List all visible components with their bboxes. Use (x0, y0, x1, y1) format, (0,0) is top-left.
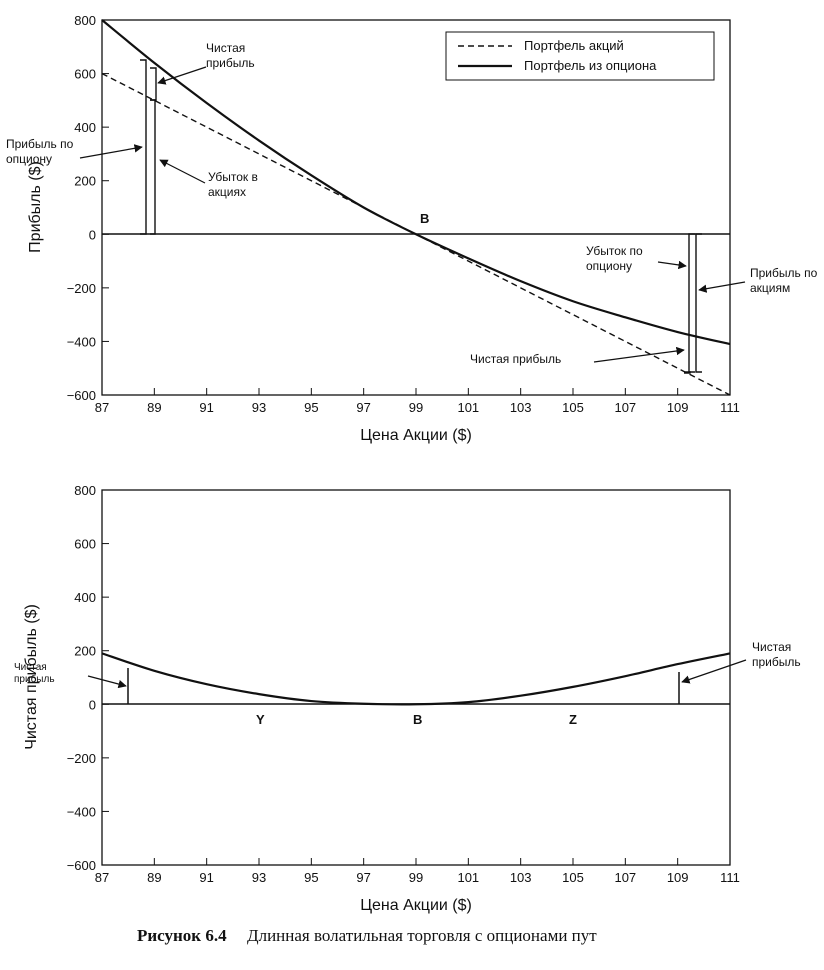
annotations-bottom: Чистая прибыль Чистая прибыль Y B Z (14, 640, 801, 727)
arrow-stock-loss (159, 159, 206, 184)
x-tick-label-bottom: 89 (147, 870, 161, 885)
series-option-portfolio (101, 19, 731, 346)
y-tick-label-top: −600 (67, 388, 96, 403)
arrow-net-profit-bottom-left (87, 675, 127, 689)
y-tick-label-top: 800 (74, 13, 96, 28)
annotation-net-profit-bottom-right: Чистая прибыль (752, 640, 801, 669)
annotation-option-profit: Прибыль по опциону (6, 137, 74, 166)
x-tick-label-top: 93 (252, 400, 266, 415)
y-tick-label-bottom: 200 (74, 644, 96, 659)
x-tick-label-top: 89 (147, 400, 161, 415)
annotation-net-profit-left: Чистая прибыль (206, 41, 255, 70)
point-z: Z (569, 712, 577, 727)
arrow-option-loss (657, 260, 687, 270)
y-tick-label-bottom: −200 (67, 751, 96, 766)
arrow-net-profit-bottom-right (681, 659, 747, 684)
chart-bottom: 87 89 91 93 95 97 99 101 103 105 107 109 111 800 600 40… (14, 483, 801, 914)
series-net-profit (101, 652, 731, 706)
x-tick-label-bottom: 99 (409, 870, 423, 885)
y-tick-label-top: 600 (74, 67, 96, 82)
x-tick-label-bottom: 109 (667, 870, 689, 885)
chart-top: 87 89 91 93 95 97 99 101 103 105 107 109 111 800 600 40… (6, 13, 818, 444)
x-tick-label-top: 105 (562, 400, 584, 415)
annotation-stock-loss: Убыток в акциях (208, 170, 258, 199)
x-tick-label-top: 99 (409, 400, 423, 415)
annotation-net-profit-bottom-left: Чистая прибыль (14, 662, 55, 685)
x-tick-label-bottom: 101 (457, 870, 479, 885)
x-tick-label-top: 101 (457, 400, 479, 415)
plot-frame-bottom (101, 489, 731, 866)
x-tick-label-top: 97 (356, 400, 370, 415)
x-tick-label-bottom: 111 (720, 870, 740, 885)
xlabel-top: Цена Акции ($) (360, 427, 472, 444)
arrow-option-profit (79, 144, 143, 159)
caption-number: Рисунок 6.4 (137, 926, 227, 945)
y-tick-label-top: −200 (67, 281, 96, 296)
ylabel-top: Прибыль ($) (27, 161, 44, 253)
x-tick-label-bottom: 93 (252, 870, 266, 885)
y-tick-label-top: 400 (74, 120, 96, 135)
x-tick-label-top: 107 (614, 400, 636, 415)
annotation-bars-bottom (127, 668, 680, 704)
y-tick-label-bottom: 600 (74, 537, 96, 552)
annotation-stock-profit: Прибыль по акциям (750, 266, 818, 295)
x-tick-label-bottom: 95 (304, 870, 318, 885)
x-tick-label-bottom: 103 (510, 870, 532, 885)
x-tick-label-top: 109 (667, 400, 689, 415)
y-tick-label-top: 0 (89, 227, 96, 242)
legend-box (445, 31, 715, 81)
figure: 87 89 91 93 95 97 99 101 103 105 107 109 111 800 600 40… (6, 13, 818, 914)
point-y: Y (256, 712, 265, 727)
ylabel-bottom: Чистая прибыль ($) (23, 604, 40, 750)
axis-ticks-top: 87 89 91 93 95 97 99 101 103 105 107 109 111 800 600 40… (67, 13, 740, 415)
x-tick-label-top: 95 (304, 400, 318, 415)
annotations-top: Чистая прибыль Прибыль по опциону Убыток в… (6, 41, 818, 366)
arrow-net-profit-left (157, 66, 207, 85)
point-b-top: B (420, 211, 429, 226)
y-tick-label-top: 200 (74, 174, 96, 189)
arrow-stock-profit (698, 281, 746, 293)
y-tick-label-bottom: 0 (89, 697, 96, 712)
xlabel-bottom: Цена Акции ($) (360, 897, 472, 914)
point-b-bottom: B (413, 712, 422, 727)
x-tick-label-top: 87 (95, 400, 109, 415)
annotation-net-profit-right: Чистая прибыль (470, 352, 561, 366)
x-tick-label-bottom: 87 (95, 870, 109, 885)
y-tick-label-bottom: −400 (67, 804, 96, 819)
x-tick-label-top: 91 (199, 400, 213, 415)
arrow-net-profit-right (593, 346, 685, 363)
y-tick-label-bottom: 400 (74, 590, 96, 605)
x-tick-label-bottom: 97 (356, 870, 370, 885)
x-tick-label-bottom: 105 (562, 870, 584, 885)
y-tick-label-top: −400 (67, 334, 96, 349)
annotation-option-loss: Убыток по опциону (586, 244, 643, 273)
caption-text: Длинная волатильная торговля с опционами… (247, 926, 597, 945)
x-tick-label-top: 111 (720, 400, 740, 415)
legend-label-stock: Портфель акций (524, 38, 624, 53)
legend: Портфель акций Портфель из опциона (445, 31, 715, 81)
figure-caption: Рисунок 6.4 Длинная волатильная торговля … (137, 926, 597, 946)
axis-ticks-bottom: 87 89 91 93 95 97 99 101 103 105 107 109 111 800 600 40… (67, 483, 740, 885)
y-tick-label-bottom: 800 (74, 483, 96, 498)
y-tick-label-bottom: −600 (67, 858, 96, 873)
annotation-bars-top (140, 59, 702, 374)
x-tick-label-bottom: 91 (199, 870, 213, 885)
x-tick-label-top: 103 (510, 400, 532, 415)
x-tick-label-bottom: 107 (614, 870, 636, 885)
legend-label-option: Портфель из опциона (524, 58, 657, 73)
